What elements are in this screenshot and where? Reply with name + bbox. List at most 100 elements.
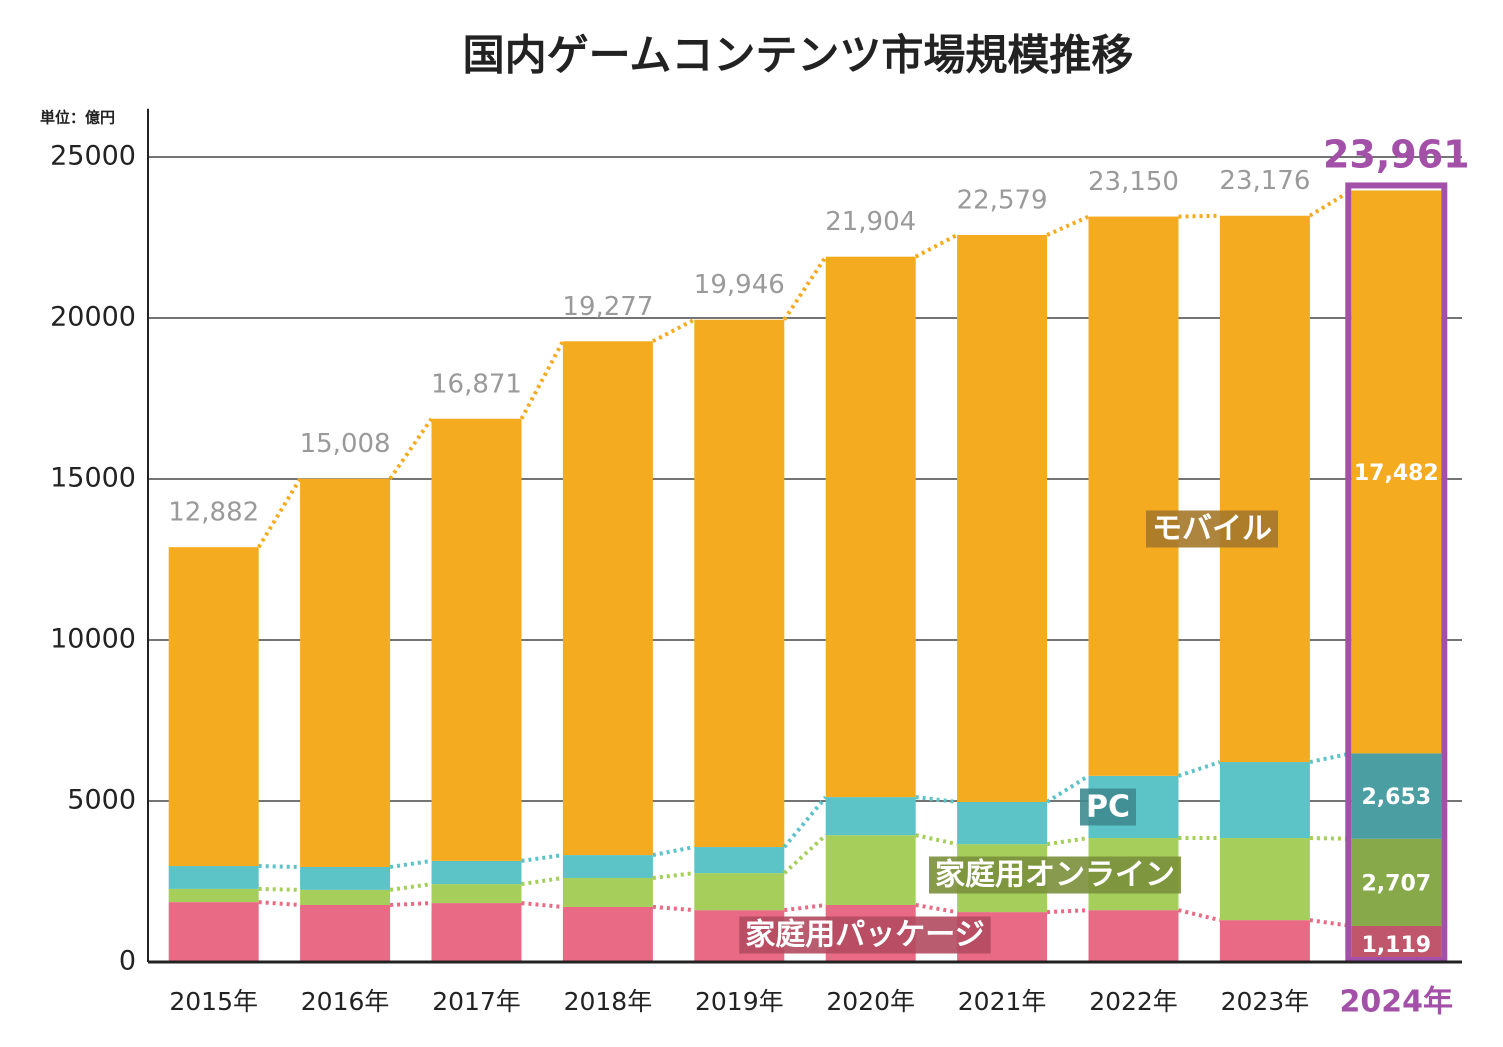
connector — [1046, 836, 1089, 847]
connector — [256, 477, 302, 549]
connector — [519, 340, 565, 420]
y-tick-label: 10000 — [50, 624, 136, 655]
bar-segment — [300, 889, 391, 906]
y-tick-label: 20000 — [50, 302, 136, 333]
connector — [784, 903, 826, 913]
total-label: 16,871 — [431, 369, 522, 399]
bar-segment — [168, 902, 259, 962]
highlight-border — [1345, 182, 1448, 963]
connector — [1309, 751, 1352, 764]
x-tick-label: 2017年 — [432, 987, 521, 1016]
bar-segment — [957, 801, 1048, 845]
total-label: 15,008 — [300, 429, 391, 459]
bar-segment — [431, 418, 522, 861]
chart-title: 国内ゲームコンテンツ市場規模推移 — [463, 31, 1134, 80]
bar-segment — [168, 866, 259, 889]
series-label: 家庭用オンライン — [935, 858, 1175, 893]
connector — [782, 833, 828, 875]
connector — [389, 882, 432, 892]
y-tick-label: 25000 — [50, 141, 136, 172]
connector — [1308, 188, 1353, 218]
connector — [782, 795, 828, 849]
highlight-shade — [1351, 838, 1442, 926]
total-label: 19,946 — [694, 270, 785, 300]
bar-segment — [300, 905, 391, 962]
x-tick-label: 2018年 — [564, 987, 653, 1016]
connector — [915, 833, 958, 847]
bar-segment — [168, 547, 259, 867]
x-tick-label: 2024年 — [1340, 985, 1454, 1020]
connector — [1046, 214, 1090, 237]
bar-segment — [1219, 920, 1310, 962]
series-label: 家庭用パッケージ — [745, 918, 984, 953]
connector — [1177, 760, 1221, 778]
bar-segment — [694, 319, 785, 848]
bar-segment — [562, 877, 653, 907]
connector — [652, 904, 695, 913]
series-label-bg — [929, 856, 1181, 894]
connector — [521, 901, 564, 909]
bar-segment — [431, 860, 522, 885]
y-tick-label: 15000 — [50, 463, 136, 494]
connector — [1309, 836, 1352, 841]
bar-segment — [562, 906, 653, 962]
segment-label: 2,653 — [1362, 785, 1432, 810]
bar-segment — [1351, 753, 1442, 839]
segment-label: 17,482 — [1354, 461, 1439, 486]
total-label: 19,277 — [562, 292, 653, 322]
bar-segment — [825, 256, 916, 798]
x-tick-label: 2019年 — [695, 987, 784, 1016]
connector — [1047, 908, 1089, 915]
bar-segment — [957, 234, 1048, 802]
connector — [521, 853, 564, 863]
connector — [782, 255, 828, 321]
total-label: 12,882 — [168, 498, 259, 528]
connector — [258, 864, 301, 870]
x-tick-label: 2023年 — [1221, 987, 1310, 1016]
x-tick-label: 2015年 — [169, 987, 258, 1016]
total-label: 23,150 — [1088, 167, 1179, 197]
series-label-bg — [739, 916, 991, 954]
bar-segment — [1088, 216, 1179, 776]
total-label: 22,579 — [957, 185, 1048, 215]
segment-label: 1,119 — [1362, 933, 1432, 958]
connector — [258, 900, 301, 908]
unit-label: 単位：億円 — [40, 109, 115, 127]
connector — [1178, 213, 1220, 219]
highlight-shade — [1351, 925, 1442, 962]
x-tick-label: 2016年 — [301, 987, 390, 1016]
bar-segment — [168, 888, 259, 903]
bar-segment — [562, 341, 653, 856]
series-label: モバイル — [1152, 512, 1272, 547]
highlight-shade — [1351, 753, 1442, 839]
connector — [388, 417, 434, 480]
connector — [652, 845, 695, 858]
x-tick-label: 2021年 — [958, 987, 1047, 1016]
bar-segment — [1219, 762, 1310, 839]
x-tick-label: 2020年 — [826, 987, 915, 1016]
bar-segment — [431, 903, 522, 962]
connector — [915, 903, 958, 915]
connector — [521, 875, 564, 887]
connector — [258, 886, 301, 892]
segment-label: 2,707 — [1362, 871, 1432, 896]
connector — [914, 233, 959, 259]
bar-segment — [1351, 190, 1442, 754]
total-label: 23,961 — [1323, 133, 1470, 177]
bar-segment — [825, 797, 916, 836]
bar-segment — [300, 867, 391, 890]
y-tick-label: 5000 — [67, 785, 136, 816]
bar-segment — [1219, 215, 1310, 763]
bar-segment — [825, 835, 916, 906]
bar-segment — [694, 873, 785, 911]
connector — [1309, 918, 1352, 928]
connector — [390, 901, 432, 908]
series-label-bg — [1079, 788, 1137, 826]
bar-segment — [1351, 838, 1442, 926]
bar-segment — [300, 478, 391, 868]
bar-segment — [1351, 925, 1442, 962]
connector — [652, 871, 695, 880]
series-label: PC — [1086, 790, 1130, 825]
